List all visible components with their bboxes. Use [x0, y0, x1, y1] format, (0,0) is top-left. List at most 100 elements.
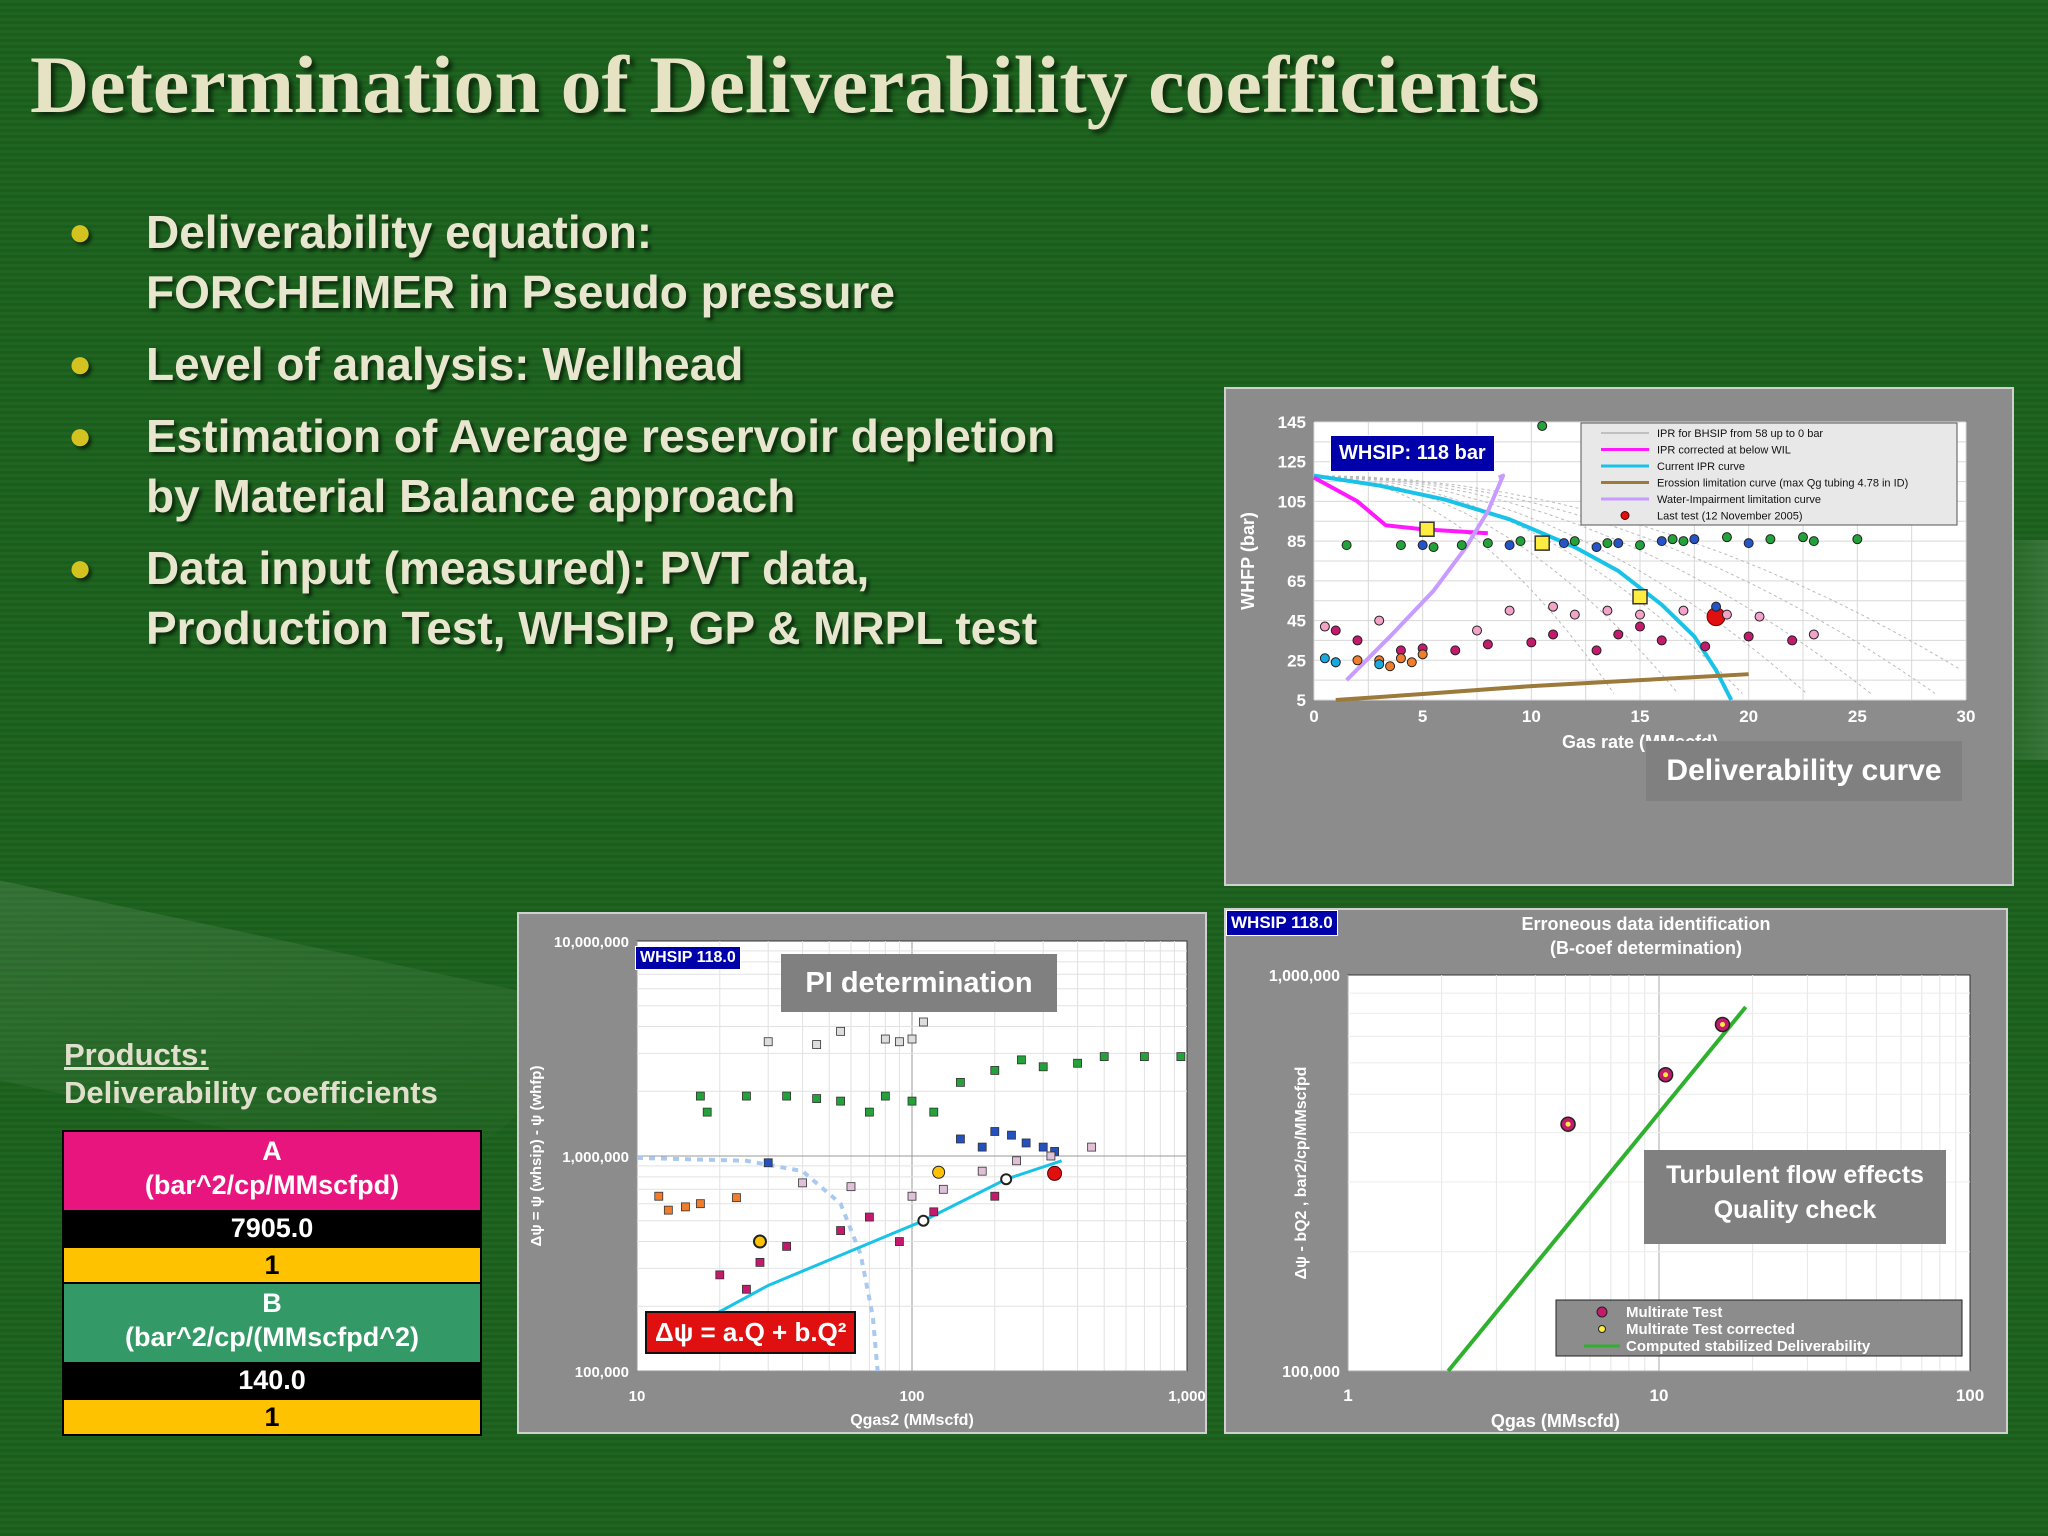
data-point [1635, 540, 1645, 551]
y-tick-label: 1,000,000 [562, 1149, 629, 1166]
x-tick-label: 1,000 [1168, 1388, 1205, 1405]
data-point [1319, 653, 1330, 664]
last-test-point [1047, 1165, 1063, 1181]
bcoef-chart-subtitle: (B-coef determination) [1549, 938, 1742, 958]
ipr-family-curve [1313, 475, 1615, 694]
data-point [654, 1191, 664, 1201]
series-line [1313, 475, 1488, 536]
deliverability-line [1446, 1005, 1748, 1373]
bullet-list: ● Deliverability equation: FORCHEIMER in … [68, 202, 1188, 670]
bullet-dot-icon: ● [68, 414, 93, 458]
data-point [1456, 540, 1467, 551]
data-point [1602, 605, 1613, 616]
y-axis-label: Δψ = ψ (whsip) - ψ (whfp) [528, 1066, 545, 1247]
x-tick-label: 10 [1522, 707, 1541, 726]
data-point [907, 1191, 917, 1201]
data-point [1374, 615, 1385, 626]
data-point [1482, 538, 1493, 549]
highlight-point [1534, 535, 1550, 551]
x-tick-label: 0 [1309, 707, 1318, 726]
data-point [1635, 609, 1645, 620]
x-tick-label: 100 [1956, 1386, 1984, 1405]
legend-label: Last test (12 November 2005) [1657, 511, 1803, 523]
data-point [1450, 645, 1461, 656]
bullet-item: ● Level of analysis: Wellhead [68, 334, 1188, 394]
data-point [798, 1178, 807, 1188]
data-point [1140, 1052, 1149, 1061]
data-point [1073, 1058, 1082, 1068]
y-tick-label: 105 [1278, 492, 1306, 511]
data-point [755, 1257, 765, 1267]
data-point [895, 1037, 904, 1047]
data-point [1319, 621, 1330, 632]
legend-label: Multirate Test [1626, 1304, 1722, 1321]
data-point [990, 1191, 1000, 1201]
legend-label: Erossion limitation curve (max Qg tubing… [1657, 478, 1908, 490]
y-axis-label: WHFP (bar) [1238, 512, 1258, 610]
x-axis-label: Qgas2 (MMscfd) [850, 1412, 974, 1429]
legend-box [1555, 1299, 1963, 1357]
bullet-text: Estimation of Average reservoir depletio… [146, 410, 1056, 522]
data-point [782, 1241, 792, 1251]
data-point [1007, 1130, 1016, 1140]
legend-box [1580, 422, 1958, 526]
deliverability-curve-caption: Deliverability curve [1646, 741, 1962, 801]
whsip-badge: WHSIP 118.0 [635, 946, 741, 970]
coefficients-table: A (bar^2/cp/MMscfpd) 7905.0 1 B (bar^2/c… [62, 1130, 482, 1436]
data-point [1591, 645, 1602, 656]
highlight-point [1000, 1173, 1013, 1186]
data-point [695, 1091, 705, 1101]
data-point [880, 1034, 890, 1044]
products-label: Products: Deliverability coefficients [64, 1036, 438, 1112]
pi-determination-chart: 10 100 1,000 100,000 1,000,000 10,000,000 Qgas… [528, 934, 1205, 1429]
coef-a-flag: 1 [64, 1246, 480, 1282]
data-point [1472, 625, 1482, 636]
data-point [990, 1127, 1000, 1136]
data-point [1012, 1156, 1021, 1166]
data-point [1021, 1138, 1031, 1148]
y-tick-label: 85 [1287, 532, 1306, 551]
data-point [1526, 637, 1537, 648]
data-point [1656, 635, 1667, 646]
corrected-point [1565, 1121, 1571, 1127]
highlight-point [917, 1214, 930, 1227]
data-point [836, 1026, 845, 1036]
data-point [1417, 649, 1428, 660]
x-tick-label: 20 [1739, 707, 1758, 726]
data-point [1385, 661, 1396, 672]
data-point [1395, 653, 1406, 664]
coef-b-unit: (bar^2/cp/(MMscfpd^2) [64, 1322, 480, 1362]
products-heading: Products: [64, 1037, 209, 1072]
data-point [1678, 605, 1689, 616]
data-point [895, 1237, 904, 1246]
data-point [1700, 641, 1711, 652]
data-point [663, 1205, 673, 1215]
equation-box: Δψ = a.Q + b.Q² [645, 1311, 857, 1354]
y-tick-label: 10,000,000 [554, 934, 629, 951]
bullet-text: Level of analysis: Wellhead [146, 338, 744, 390]
data-point [1352, 655, 1363, 666]
x-tick-label: 5 [1418, 707, 1427, 726]
data-point [1635, 621, 1645, 632]
data-point [1017, 1055, 1026, 1065]
products-subheading: Deliverability coefficients [64, 1075, 438, 1110]
data-point [1176, 1052, 1186, 1061]
ipr-family-curve [1313, 475, 1872, 694]
legend-label: Current IPR curve [1657, 461, 1745, 473]
data-point [1330, 657, 1341, 668]
data-point [1721, 609, 1732, 620]
data-point [1689, 534, 1700, 545]
data-point [836, 1226, 845, 1235]
legend-label: Water-Impairment limitation curve [1657, 494, 1821, 506]
pi-determination-caption: PI determination [781, 954, 1057, 1012]
data-point [907, 1034, 917, 1044]
y-tick-label: 1,000,000 [1269, 968, 1340, 985]
reference-curve [636, 1155, 880, 1372]
data-point [929, 1207, 939, 1217]
legend-label: Computed stabilized Deliverability [1626, 1338, 1871, 1355]
data-point [1852, 534, 1863, 545]
data-point [1569, 536, 1580, 547]
data-point [1787, 635, 1798, 646]
x-tick-label: 100 [899, 1388, 924, 1405]
y-tick-label: 100,000 [575, 1364, 629, 1381]
